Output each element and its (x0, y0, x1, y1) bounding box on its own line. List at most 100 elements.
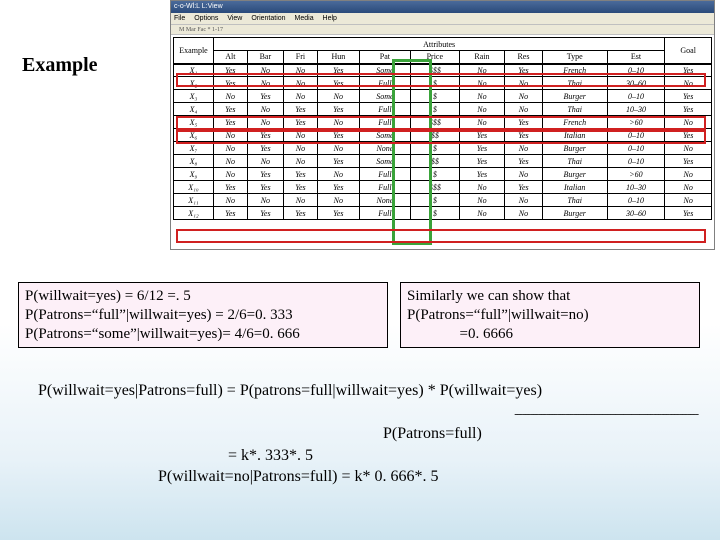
menu-file[interactable]: File (174, 15, 185, 22)
cell: No (665, 77, 712, 90)
formula-l1: P(willwait=yes|Patrons=full) = P(patrons… (38, 380, 708, 402)
cell: Yes (214, 103, 248, 116)
cell: $$$ (410, 181, 459, 194)
table-row: X₁₁NoNoNoNoNone$NoNoThai0–10No (174, 194, 712, 207)
cell: 0–10 (607, 155, 665, 168)
cell: Burger (542, 207, 607, 220)
probability-box-left: P(willwait=yes) = 6/12 =. 5 P(Patrons=“f… (18, 282, 388, 348)
cell: No (247, 64, 284, 77)
row-id: X₃ (174, 90, 214, 103)
cell: No (459, 90, 504, 103)
cell: No (284, 90, 318, 103)
cell: No (459, 207, 504, 220)
cell: Burger (542, 142, 607, 155)
window-toolbar: M Mar Fac * 1-17 (171, 25, 714, 35)
cell: 0–10 (607, 194, 665, 207)
cell: Yes (665, 90, 712, 103)
table-row: X₇NoYesNoNoNone$YesNoBurger0–10No (174, 142, 712, 155)
cell: 0–10 (607, 90, 665, 103)
menu-media[interactable]: Media (295, 15, 314, 22)
cell: No (665, 168, 712, 181)
menu-options[interactable]: Options (194, 15, 218, 22)
cell: $ (410, 207, 459, 220)
col-hun: Hun (317, 51, 359, 64)
cell: No (284, 77, 318, 90)
cell: Full (359, 168, 410, 181)
cell: Full (359, 181, 410, 194)
table-row: X₉NoYesYesNoFull$YesNoBurger>60No (174, 168, 712, 181)
cell: Yes (505, 129, 543, 142)
table-row: X₂YesNoNoYesFull$NoNoThai30–60No (174, 77, 712, 90)
col-example: Example (174, 38, 214, 64)
cell: No (665, 194, 712, 207)
cell: No (214, 129, 248, 142)
row-id: X₁₁ (174, 194, 214, 207)
cell: No (459, 103, 504, 116)
cell: Italian (542, 129, 607, 142)
cell: $ (410, 77, 459, 90)
cell: Thai (542, 77, 607, 90)
cell: No (284, 155, 318, 168)
col-type: Type (542, 51, 607, 64)
cell: French (542, 64, 607, 77)
menu-orientation[interactable]: Orientation (251, 15, 285, 22)
cell: No (505, 77, 543, 90)
col-alt: Alt (214, 51, 248, 64)
cell: Yes (459, 168, 504, 181)
cell: >60 (607, 116, 665, 129)
cell: Yes (214, 181, 248, 194)
cell: 10–30 (607, 181, 665, 194)
window-menubar[interactable]: File Options View Orientation Media Help (171, 13, 714, 25)
cell: Some (359, 64, 410, 77)
cell: 10–30 (607, 103, 665, 116)
cell: No (214, 194, 248, 207)
row-id: X₄ (174, 103, 214, 116)
cell: $ (410, 90, 459, 103)
cell: Yes (505, 181, 543, 194)
col-rain: Rain (459, 51, 504, 64)
data-table: Example Attributes Goal AltBarFriHunPatP… (173, 37, 712, 220)
cell: Yes (505, 116, 543, 129)
menu-view[interactable]: View (227, 15, 242, 22)
cell: Some (359, 155, 410, 168)
col-bar: Bar (247, 51, 284, 64)
cell: $$ (410, 129, 459, 142)
cell: No (284, 142, 318, 155)
cell: Yes (317, 181, 359, 194)
cell: No (317, 168, 359, 181)
menu-help[interactable]: Help (323, 15, 337, 22)
cell: 0–10 (607, 142, 665, 155)
col-pat: Pat (359, 51, 410, 64)
cell: Yes (247, 142, 284, 155)
cell: No (459, 181, 504, 194)
cell: $ (410, 168, 459, 181)
formula-l3: = k*. 333*. 5 (38, 445, 708, 467)
cell: 0–10 (607, 129, 665, 142)
probability-box-right: Similarly we can show that P(Patrons=“fu… (400, 282, 700, 348)
cell: No (459, 77, 504, 90)
table-row: X₆NoYesNoYesSome$$YesYesItalian0–10Yes (174, 129, 712, 142)
table-container: Example Attributes Goal AltBarFriHunPatP… (171, 35, 714, 249)
cell: $$$ (410, 64, 459, 77)
row-id: X₁ (174, 64, 214, 77)
table-row: X₄YesNoYesYesFull$NoNoThai10–30Yes (174, 103, 712, 116)
cell: Full (359, 103, 410, 116)
cell: Yes (665, 207, 712, 220)
cell: None (359, 194, 410, 207)
col-est: Est (607, 51, 665, 64)
cell: Yes (317, 207, 359, 220)
cell: $ (410, 142, 459, 155)
cell: Yes (459, 155, 504, 168)
cell: No (459, 116, 504, 129)
cell: Some (359, 129, 410, 142)
cell: No (317, 90, 359, 103)
cell: Some (359, 90, 410, 103)
cell: French (542, 116, 607, 129)
cell: No (214, 90, 248, 103)
prob-line1: P(willwait=yes) = 6/12 =. 5 (25, 287, 381, 306)
cell: No (505, 168, 543, 181)
cell: No (247, 77, 284, 90)
cell: Full (359, 116, 410, 129)
cell: Yes (317, 77, 359, 90)
cell: Burger (542, 168, 607, 181)
